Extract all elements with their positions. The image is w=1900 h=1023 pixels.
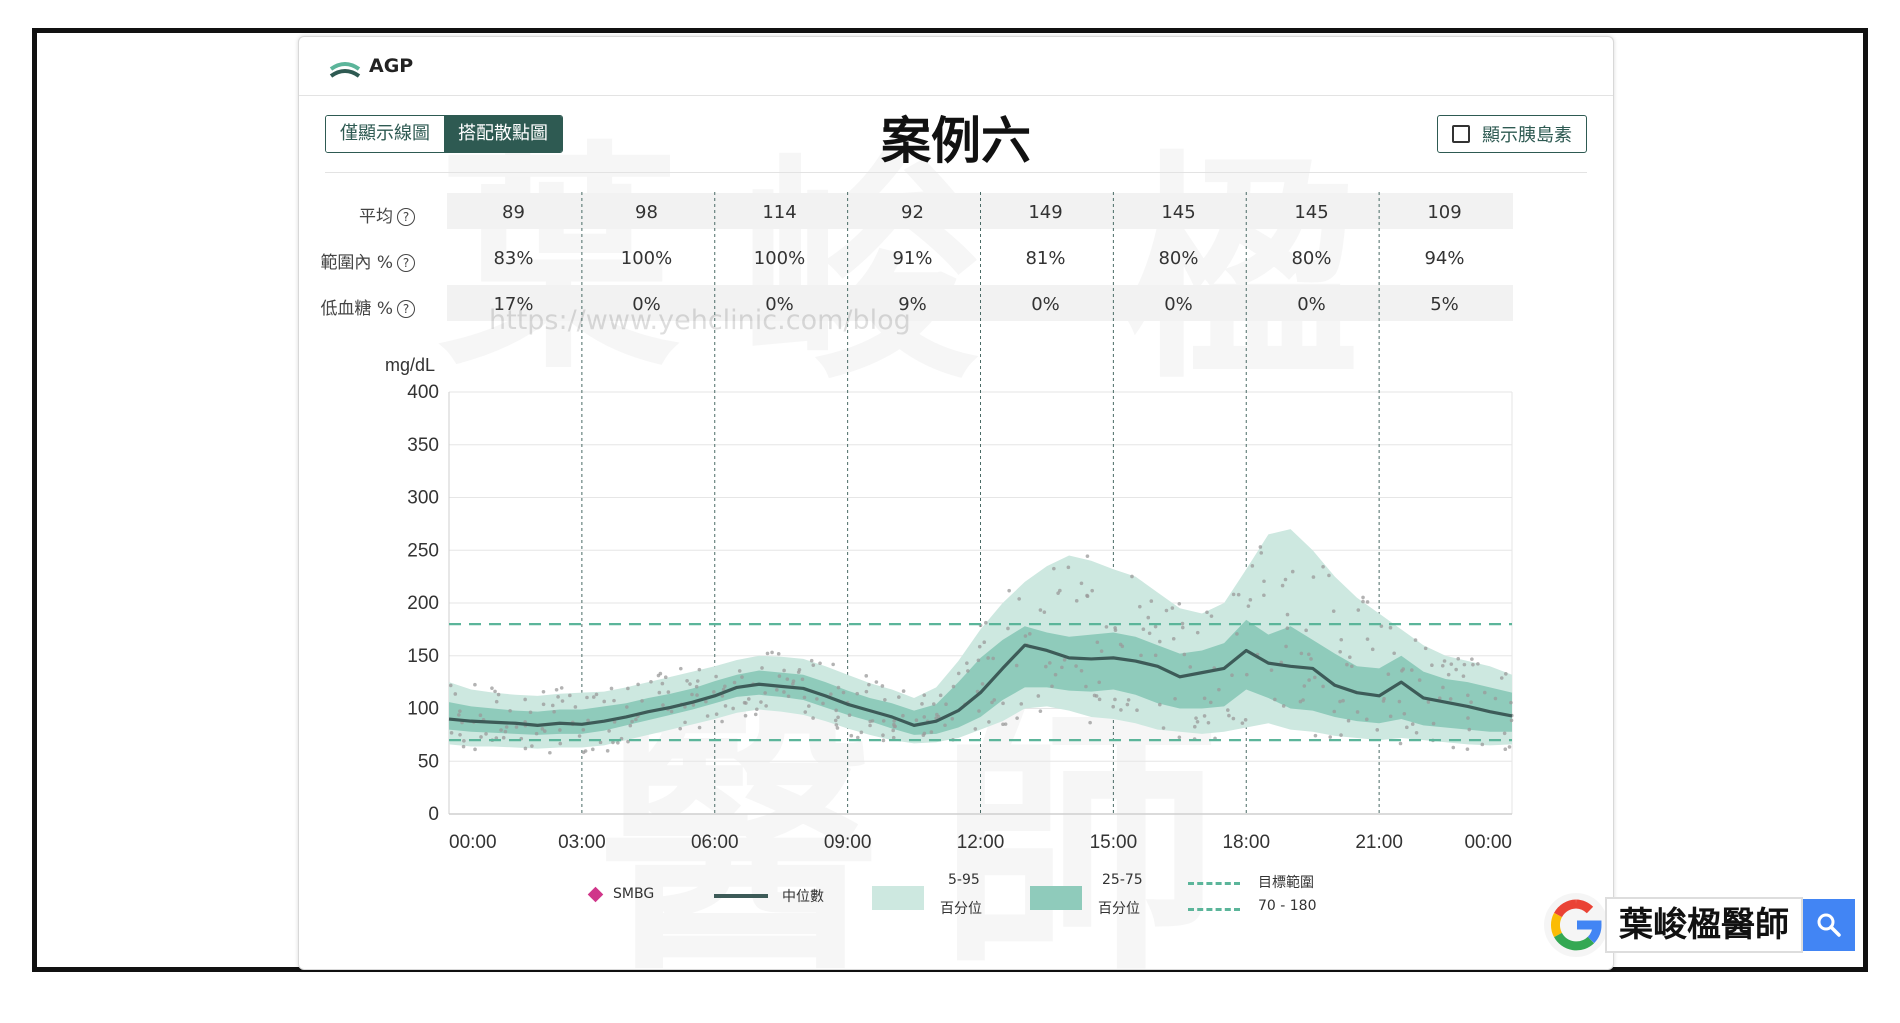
question-circle-icon[interactable]: ? — [397, 300, 415, 318]
stat-label-in-range: 範圍內 %? — [299, 248, 415, 273]
stat-value: 92 — [901, 202, 924, 223]
stat-value: 0% — [1297, 294, 1326, 315]
legend-target-top: 目標範圍 — [1258, 875, 1314, 891]
question-circle-icon[interactable]: ? — [397, 208, 415, 226]
view-toggle: 僅顯示線圖 搭配散點圖 — [325, 115, 563, 153]
stat-value: 91% — [892, 248, 933, 269]
stat-value: 100% — [753, 248, 806, 269]
target-dash-icon — [1188, 882, 1240, 885]
stat-value: 89 — [502, 202, 525, 223]
legend-median-label: 中位數 — [782, 889, 824, 905]
stat-label-hypo: 低血糖 %? — [299, 294, 415, 319]
legend-median: 中位數 — [714, 886, 824, 906]
checkbox-icon — [1452, 125, 1470, 143]
stat-label-mean: 平均? — [299, 202, 415, 227]
stat-value: 0% — [1031, 294, 1060, 315]
legend: SMBG 中位數 5-95 百分位 25-75 百分位 目標範圍 70 - 18… — [587, 872, 1330, 932]
stat-value: 80% — [1291, 248, 1332, 269]
stat-value: 0% — [632, 294, 661, 315]
stat-value: 83% — [493, 248, 534, 269]
clinic-badge[interactable]: 葉峻楹醫師 — [1543, 892, 1855, 958]
stat-value: 5% — [1430, 294, 1459, 315]
question-circle-icon[interactable]: ? — [397, 254, 415, 272]
legend-p25-75-bottom: 百分位 — [1098, 901, 1140, 917]
agp-card: 葉 峻 楹 醫 師 AGP 僅顯示線圖 搭配散點圖 案例六 顯示胰島素 平均? … — [298, 36, 1614, 970]
median-line-icon — [714, 894, 768, 898]
legend-smbg: SMBG — [587, 886, 655, 902]
band-outer-swatch-icon — [872, 886, 924, 910]
watermark-char-5: 師 — [939, 617, 1219, 1023]
legend-p5-95-bottom: 百分位 — [940, 901, 982, 917]
stat-value: 9% — [898, 294, 927, 315]
band-inner-swatch-icon — [1030, 886, 1082, 910]
stat-value: 0% — [765, 294, 794, 315]
stat-value: 17% — [493, 294, 534, 315]
legend-p5-95-top: 5-95 — [948, 872, 980, 888]
stat-value: 149 — [1028, 202, 1063, 223]
stat-value: 0% — [1164, 294, 1193, 315]
magnifier-icon — [1817, 913, 1841, 937]
smbg-diamond-icon — [587, 886, 604, 902]
legend-smbg-label: SMBG — [613, 886, 655, 902]
agp-logo-icon — [329, 62, 361, 78]
watermark-char-4: 醫 — [599, 617, 879, 1023]
tab-with-scatter[interactable]: 搭配散點圖 — [444, 116, 562, 152]
stat-value: 145 — [1294, 202, 1329, 223]
tab-line-only[interactable]: 僅顯示線圖 — [326, 116, 444, 152]
stat-value: 94% — [1424, 248, 1465, 269]
card-header: AGP — [299, 37, 1613, 96]
stat-value: 109 — [1427, 202, 1462, 223]
stat-value: 145 — [1161, 202, 1196, 223]
stat-value: 100% — [620, 248, 673, 269]
agp-title: AGP — [369, 55, 414, 77]
search-icon[interactable] — [1803, 899, 1855, 951]
stat-value: 114 — [762, 202, 797, 223]
show-insulin-label: 顯示胰島素 — [1482, 125, 1572, 146]
target-dash-icon — [1188, 908, 1240, 911]
stat-label-text: 範圍內 % — [320, 253, 393, 273]
stat-label-text: 低血糖 % — [320, 299, 393, 319]
stat-value: 80% — [1158, 248, 1199, 269]
header-divider — [325, 172, 1587, 173]
stat-label-text: 平均 — [359, 207, 393, 227]
legend-target-bottom: 70 - 180 — [1258, 898, 1317, 914]
stat-value: 81% — [1025, 248, 1066, 269]
stat-value: 98 — [635, 202, 658, 223]
google-g-icon — [1543, 892, 1609, 958]
show-insulin-toggle[interactable]: 顯示胰島素 — [1437, 115, 1587, 153]
legend-p25-75-top: 25-75 — [1102, 872, 1143, 888]
badge-name: 葉峻楹醫師 — [1605, 897, 1803, 953]
